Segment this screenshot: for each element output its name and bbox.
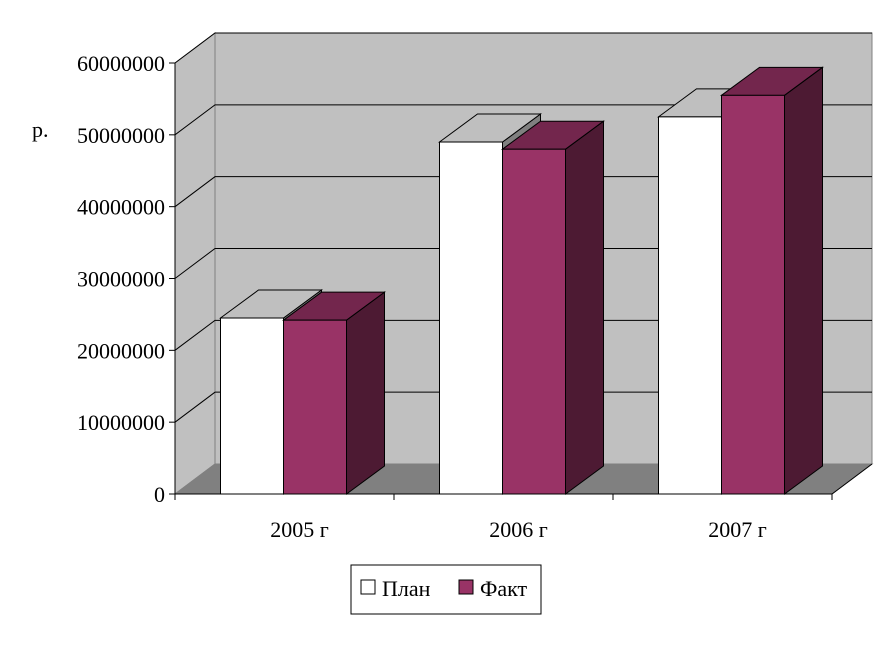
y-tick-label: 10000000	[77, 410, 165, 435]
legend-swatch-plan	[360, 579, 376, 595]
gridline	[174, 248, 872, 279]
x-tick-label: 2007 г	[708, 517, 767, 542]
gridline	[174, 176, 872, 208]
bar-fact	[719, 66, 825, 495]
gridlines	[174, 32, 872, 423]
bar-front	[721, 94, 785, 495]
legend-label-plan: План	[382, 576, 431, 601]
legend-frame	[350, 564, 542, 615]
bar-fact	[500, 120, 606, 495]
bar-side	[346, 291, 385, 495]
bar-front	[658, 116, 722, 495]
bar-side	[565, 120, 604, 495]
x-tick-label: 2006 г	[489, 517, 548, 542]
bar-side	[784, 66, 823, 495]
y-tick-label: 40000000	[77, 195, 165, 220]
y-axis-tick-labels: 0 10000000 20000000 30000000 40000000 5000000…	[77, 51, 165, 507]
y-tick-label: 50000000	[77, 123, 165, 148]
gridline	[174, 319, 872, 351]
bar-front	[502, 148, 566, 495]
bar-front	[283, 319, 347, 495]
bar-front	[439, 141, 503, 495]
bars	[218, 66, 825, 495]
axes	[169, 62, 873, 500]
x-tick-label: 2005 г	[270, 517, 329, 542]
legend-swatch-fact	[458, 579, 474, 595]
legend: План Факт	[350, 564, 542, 615]
gridline	[174, 32, 872, 64]
bar-front	[220, 317, 284, 495]
y-tick-label: 30000000	[77, 267, 165, 292]
x-axis-tick-labels: 2005 г 2006 г 2007 г	[270, 517, 767, 542]
y-tick-label: 20000000	[77, 338, 165, 363]
y-tick-label: 60000000	[77, 51, 165, 76]
legend-label-fact: Факт	[480, 576, 528, 601]
y-axis-unit-label: р.	[32, 117, 49, 142]
gridline	[174, 104, 872, 136]
gridline	[174, 391, 872, 423]
bar-fact	[281, 291, 387, 495]
y-tick-label: 0	[154, 482, 165, 507]
